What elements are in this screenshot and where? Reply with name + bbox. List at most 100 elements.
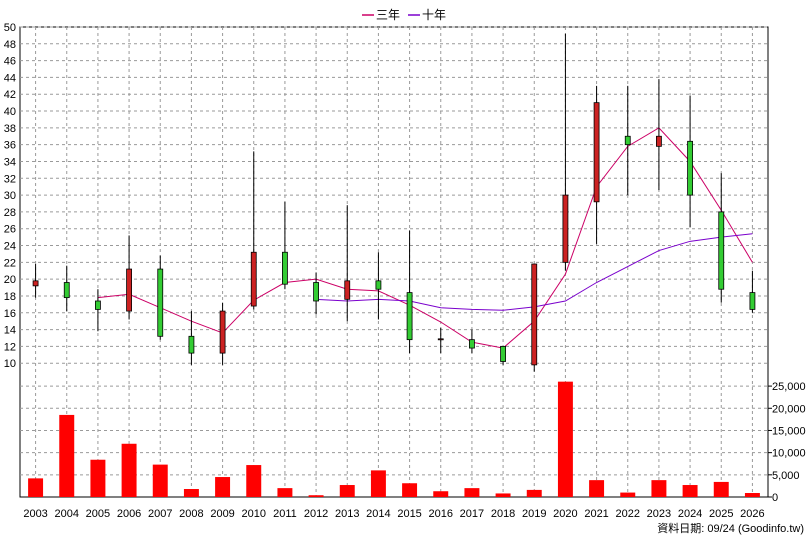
x-tick-label: 2008 (179, 508, 203, 520)
x-tick-label: 2016 (429, 508, 453, 520)
candle-body (63, 282, 70, 299)
price-tick-label: 18 (4, 291, 16, 303)
price-tick-label: 38 (4, 123, 16, 135)
x-tick-label: 2021 (584, 508, 608, 520)
legend-label: 十年 (422, 8, 446, 22)
volume-bar (651, 480, 667, 497)
candle-body (250, 251, 257, 307)
candle-body (469, 339, 475, 349)
x-tick-label: 2013 (335, 508, 359, 520)
x-tick-label: 2020 (553, 508, 577, 520)
candle-body (188, 335, 195, 354)
volume-bar (215, 477, 231, 497)
volume-bar (308, 495, 324, 497)
x-tick-label: 2023 (647, 508, 671, 520)
volume-bar (90, 459, 106, 497)
candle-body (344, 280, 351, 300)
candle-body (219, 310, 226, 354)
x-tick-label: 2010 (242, 508, 266, 520)
candle-body (562, 194, 569, 263)
candle-body (282, 251, 288, 285)
price-tick-label: 10 (4, 358, 16, 370)
x-tick-label: 2024 (678, 508, 702, 520)
price-tick-label: 20 (4, 274, 16, 286)
volume-bar (277, 488, 293, 497)
volume-bar (713, 481, 729, 497)
candle-body (656, 135, 662, 147)
price-tick-label: 34 (4, 156, 16, 168)
candle-body (624, 135, 631, 146)
x-tick-label: 2012 (304, 508, 328, 520)
price-tick-label: 30 (4, 190, 16, 202)
legend: 三年 十年 (362, 8, 446, 22)
candles (32, 33, 756, 372)
volume-tick-label: 5,000 (772, 470, 800, 482)
volume-bar (620, 492, 636, 497)
footer-data-date: 資料日期: 09/24 (Goodinfo.tw) (657, 521, 804, 535)
volume-bar (433, 491, 449, 497)
x-tick-label: 2015 (397, 508, 421, 520)
legend-label: 三年 (376, 8, 400, 22)
candle-body (375, 280, 382, 290)
price-tick-label: 40 (4, 106, 16, 118)
candle-body (157, 268, 164, 337)
price-tick-label: 24 (4, 241, 16, 253)
x-tick-label: 2007 (148, 508, 172, 520)
volume-tick-label: 10,000 (772, 448, 806, 460)
volume-bar (557, 381, 573, 497)
candle-body (500, 345, 506, 362)
price-tick-label: 36 (4, 140, 16, 152)
volume-bar (495, 493, 511, 497)
volume-bar (744, 493, 760, 497)
volume-bar (183, 489, 199, 497)
series-line-3y (97, 127, 753, 349)
volume-bar (28, 478, 44, 497)
price-tick-label: 42 (4, 89, 16, 101)
price-tick-label: 12 (4, 341, 16, 353)
x-tick-label: 2018 (491, 508, 515, 520)
volume-bar (246, 465, 262, 497)
x-axis: 2003 2004 2005 2006 2007 2008 2009 2010 2011 2012… (23, 508, 764, 520)
x-tick-label: 2003 (23, 508, 47, 520)
candle-body (718, 211, 725, 290)
x-tick-label: 2009 (210, 508, 234, 520)
price-tick-label: 26 (4, 224, 16, 236)
volume-tick-label: 20,000 (772, 403, 806, 415)
candle-body (437, 338, 444, 341)
candle-body (687, 140, 693, 196)
x-tick-label: 2014 (366, 508, 390, 520)
price-tick-label: 50 (4, 22, 16, 34)
price-tick-label: 32 (4, 173, 16, 185)
price-axis: 10 12 14 16 18 20 22 24 26 28 30 32 34 36 38 40 42 44 46 48… (4, 22, 16, 370)
candle-body (313, 282, 319, 302)
candle-body (593, 102, 600, 203)
candle-body (32, 280, 39, 287)
x-tick-label: 2005 (86, 508, 110, 520)
volume-tick-label: 0 (772, 492, 778, 504)
price-tick-label: 28 (4, 207, 16, 219)
volume-bar (59, 414, 75, 497)
volume-bar (339, 485, 355, 497)
candle-body (406, 292, 413, 341)
volume-tick-label: 25,000 (772, 381, 806, 393)
volume-bar (682, 485, 698, 497)
volume-tick-label: 15,000 (772, 425, 806, 437)
volume-bar (152, 464, 168, 497)
volume-bar (402, 483, 418, 497)
price-tick-label: 46 (4, 56, 16, 68)
x-tick-label: 2017 (460, 508, 484, 520)
volume-bar (526, 489, 542, 497)
volume-bars (28, 381, 760, 497)
x-tick-label: 2011 (273, 508, 297, 520)
candle-body (531, 263, 538, 366)
x-tick-label: 2026 (740, 508, 764, 520)
price-tick-label: 48 (4, 39, 16, 51)
price-tick-label: 14 (4, 325, 16, 337)
candle-body (749, 292, 756, 310)
volume-bar (370, 470, 386, 497)
x-tick-label: 2025 (709, 508, 733, 520)
price-tick-label: 16 (4, 308, 16, 320)
x-tick-label: 2006 (117, 508, 141, 520)
